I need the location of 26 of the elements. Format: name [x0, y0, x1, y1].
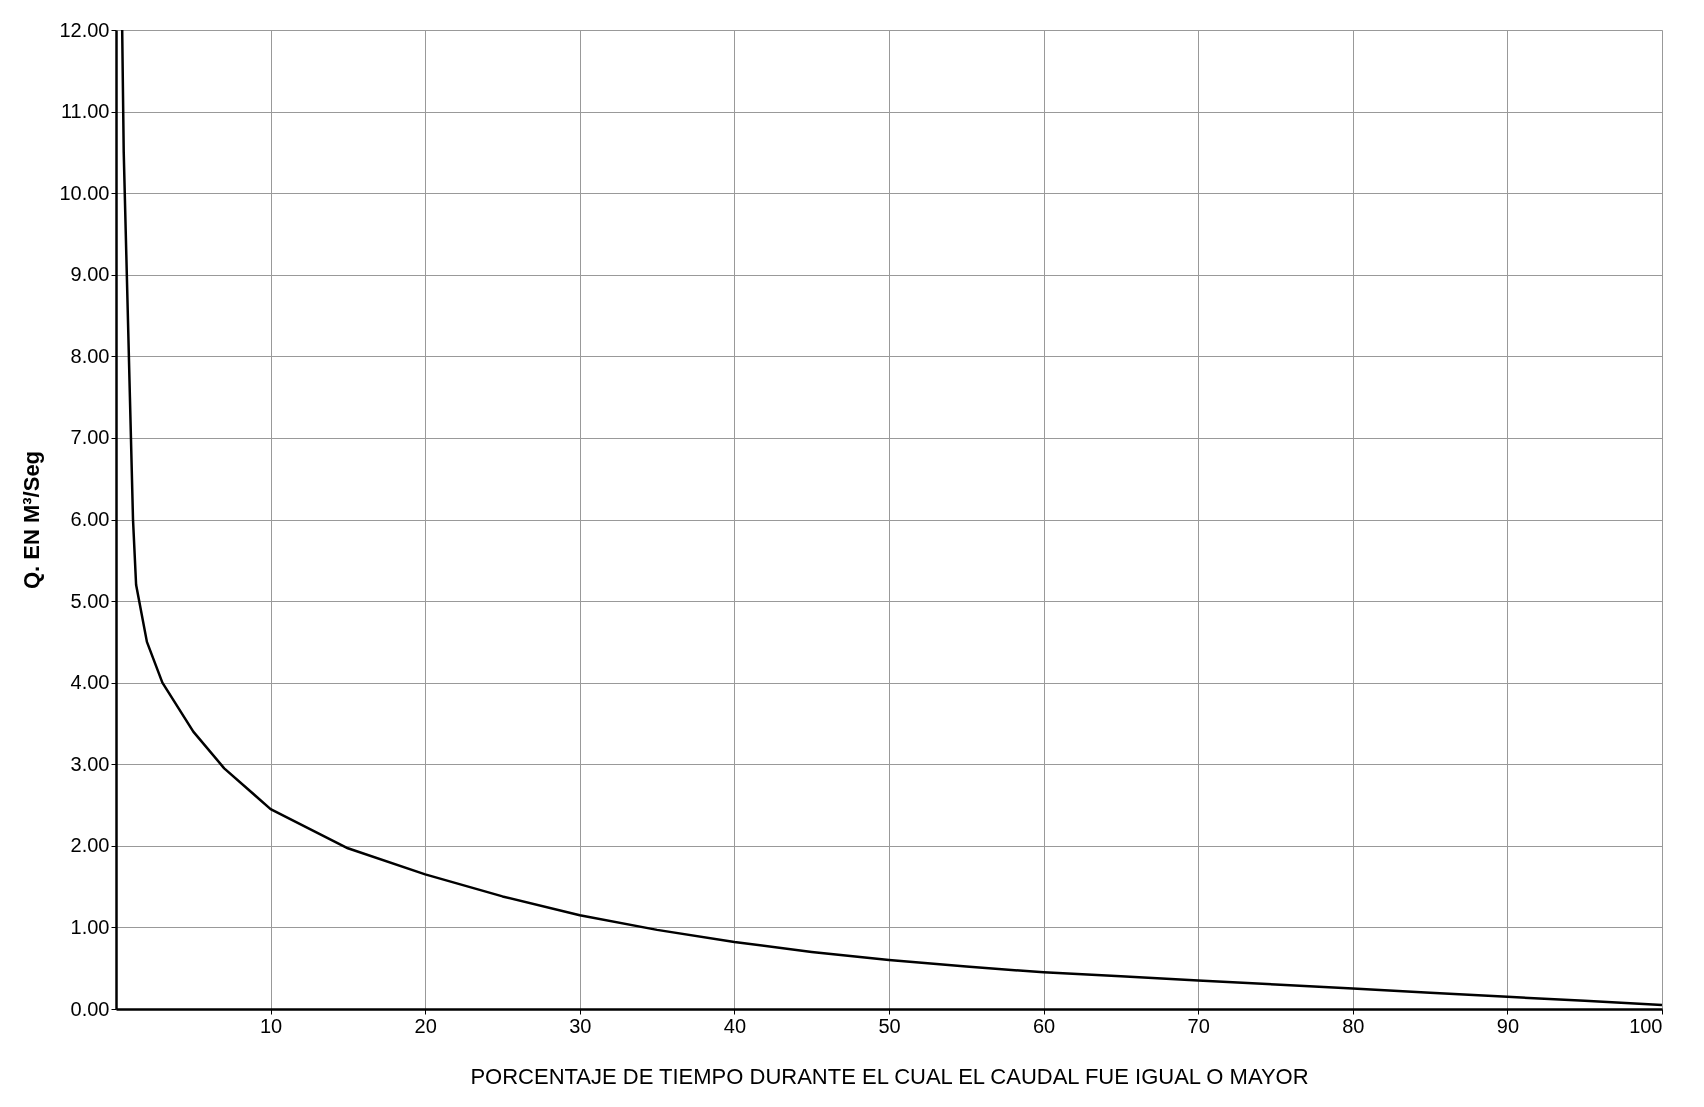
y-tick-label: 3.00: [70, 752, 110, 775]
x-tick-label: 20: [414, 1014, 437, 1037]
x-tick-label: 70: [1187, 1014, 1210, 1037]
line-series: [120, 28, 1664, 1007]
y-tick-label: 7.00: [70, 426, 110, 449]
y-tick-label: 0.00: [70, 997, 110, 1020]
y-tick-label: 11.00: [60, 100, 110, 123]
y-tick-label: 10.00: [59, 181, 110, 204]
y-axis-title: Q. EN M³/Seg: [19, 450, 45, 590]
y-tick-label: 2.00: [70, 834, 110, 857]
y-tick-label: 12.00: [59, 18, 110, 41]
y-tick-label: 6.00: [70, 508, 110, 530]
x-tick-label: 30: [569, 1014, 592, 1037]
x-tick-label: 60: [1032, 1014, 1056, 1037]
x-tick-label: 40: [723, 1014, 747, 1037]
x-axis-title: PORCENTAJE DE TIEMPO DURANTE EL CUAL EL CAUDAL FUE IGUAL O MAYOR: [470, 1063, 1309, 1089]
y-tick-label: 8.00: [70, 344, 110, 367]
x-tick-label: 90: [1496, 1014, 1520, 1037]
x-tick-label: 50: [878, 1014, 901, 1037]
x-tick-label: 100: [1629, 1014, 1663, 1037]
y-tick-label: 1.00: [70, 915, 110, 938]
y-tick-label: 4.00: [70, 671, 110, 694]
x-tick-label: 80: [1342, 1014, 1365, 1037]
y-tick-label: 5.00: [70, 589, 110, 612]
x-tick-label: 10: [259, 1014, 283, 1037]
y-tick-label: 9.00: [70, 263, 110, 286]
